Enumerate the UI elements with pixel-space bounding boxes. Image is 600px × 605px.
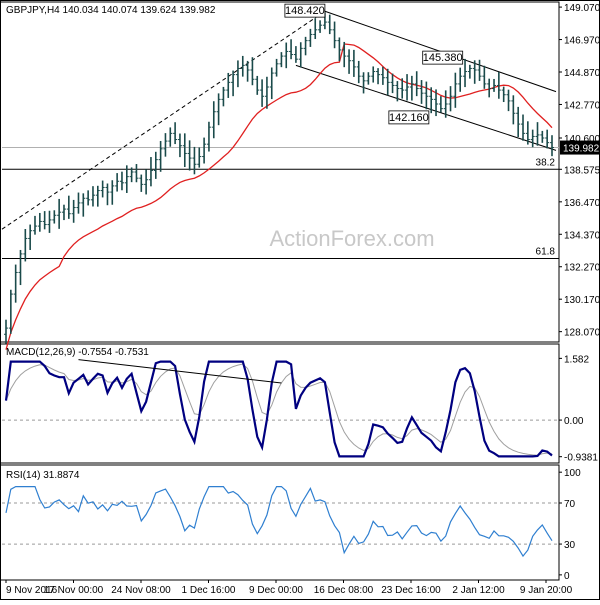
macd-line	[4, 360, 553, 458]
price-y-tick-label: 134.370	[564, 230, 600, 241]
macd-y-tick-label: 1.582	[564, 354, 589, 365]
price-y-tick-label: 132.270	[564, 263, 600, 274]
price-y-tick-label: 136.470	[564, 198, 600, 209]
rsi-y-tick-label: 0	[564, 571, 570, 582]
x-tick-label: 23 Dec 16:00	[381, 585, 441, 596]
x-tick-label: 9 Dec 00:00	[249, 585, 303, 596]
macd-signal-line	[5, 363, 553, 456]
price-y-tick-label: 142.770	[564, 100, 600, 111]
macd-y-tick-label: 0.00	[564, 416, 584, 427]
price-panel-frame	[0, 1, 560, 343]
x-tick-label: 9 Jan 20:00	[520, 585, 573, 596]
x-tick-label: 2 Jan 12:00	[452, 585, 505, 596]
swing-label-box	[388, 110, 430, 125]
price-y-tick-label: 146.970	[564, 36, 600, 47]
rsi-y-tick-label: 70	[564, 499, 576, 510]
rsi-panel-frame	[0, 464, 560, 581]
macd-y-tick-label: -0.9381	[564, 453, 598, 464]
x-tick-label: 16 Dec 08:00	[314, 585, 374, 596]
last-price-tag-label: 139.982	[563, 144, 600, 155]
moving-average-line	[5, 43, 553, 350]
price-y-tick-label: 128.070	[564, 328, 600, 339]
x-tick-label: 17 Nov 00:00	[44, 585, 104, 596]
price-y-tick-label: 138.575	[564, 165, 600, 176]
swing-label: 142.160	[389, 112, 429, 124]
rsi-y-tick-label: 30	[564, 540, 576, 551]
price-y-tick-label: 144.870	[564, 68, 600, 79]
price-y-tick-label: 140.600	[564, 134, 600, 145]
watermark: ActionForex.com	[269, 226, 434, 251]
swing-label-box	[284, 3, 326, 18]
x-tick-label: 9 Nov 2016	[6, 585, 58, 596]
x-tick-label: 24 Nov 08:00	[111, 585, 171, 596]
fib-level-label: 38.2	[536, 157, 556, 168]
rsi-label: RSI(14) 31.8874	[6, 470, 80, 481]
price-y-tick-label: 149.070	[564, 3, 600, 14]
rsi-y-tick-label: 100	[564, 468, 581, 479]
last-price-tag	[560, 140, 600, 155]
swing-label: 148.420	[285, 5, 325, 17]
fib-level-label: 61.8	[536, 247, 556, 258]
x-tick-label: 1 Dec 16:00	[182, 585, 236, 596]
trendline-dashed	[1, 10, 326, 230]
swing-label-box	[422, 50, 464, 65]
rsi-line	[5, 486, 553, 558]
symbol-header: GBPJPY,H4 140.034 140.074 139.624 139.98…	[6, 5, 216, 16]
macd-panel-frame	[0, 343, 560, 464]
macd-divergence-line	[78, 359, 282, 384]
price-y-tick-label: 130.170	[564, 295, 600, 306]
macd-label: MACD(12,26,9) -0.7554 -0.7531	[6, 347, 149, 358]
swing-label: 145.380	[423, 52, 463, 64]
